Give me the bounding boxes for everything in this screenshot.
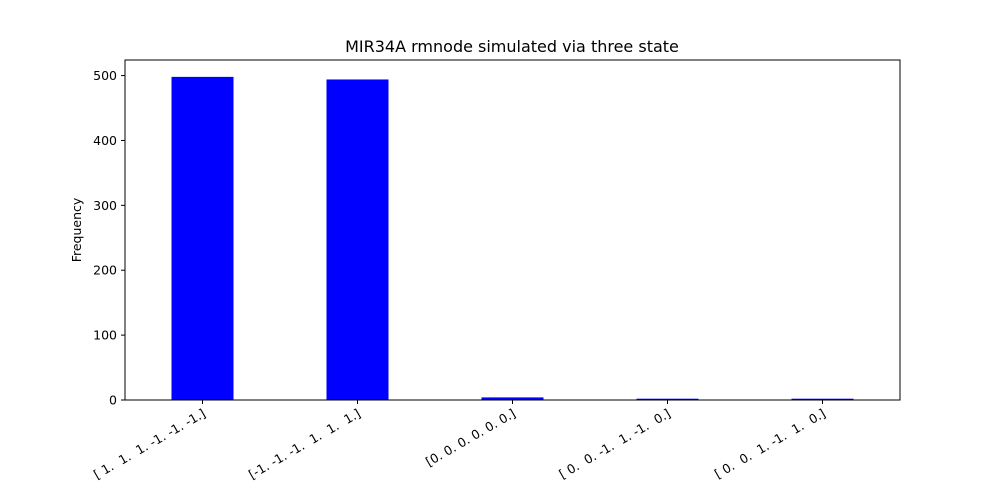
y-tick-label-3: 300 xyxy=(93,198,117,213)
axes-frame xyxy=(124,59,901,401)
bar-2 xyxy=(481,397,544,400)
x-tick-label-3: [ 0. 0. -1. 1. -1. 0.] xyxy=(556,406,673,482)
y-axis-label: Frequency xyxy=(69,197,84,262)
bars-group xyxy=(171,76,854,401)
y-tick-label-1: 100 xyxy=(93,328,117,343)
x-tick-label-4: [ 0. 0. 1. -1. 1. 0.] xyxy=(712,406,828,482)
bar-0 xyxy=(171,76,234,400)
x-tick-label-0: [ 1. 1. 1. -1. -1. -1.] xyxy=(91,406,208,482)
bar-3 xyxy=(636,398,699,400)
x-tick-label-1: [-1. -1. -1. 1. 1. 1.] xyxy=(246,406,363,482)
y-axis-ticks: 0 100 200 300 400 500 xyxy=(93,68,125,408)
bar-1 xyxy=(326,79,389,401)
x-tick-label-2: [0. 0. 0. 0. 0. 0.] xyxy=(423,406,518,470)
chart-title: MIR34A rmnode simulated via three state xyxy=(345,37,679,56)
x-axis-ticks: [ 1. 1. 1. -1. -1. -1.] [-1. -1. -1. 1. 1… xyxy=(91,400,828,482)
bar-4 xyxy=(791,398,854,400)
y-tick-label-4: 400 xyxy=(93,133,117,148)
y-tick-label-0: 0 xyxy=(109,393,117,408)
y-tick-label-5: 500 xyxy=(93,68,117,83)
y-tick-label-2: 200 xyxy=(93,263,117,278)
